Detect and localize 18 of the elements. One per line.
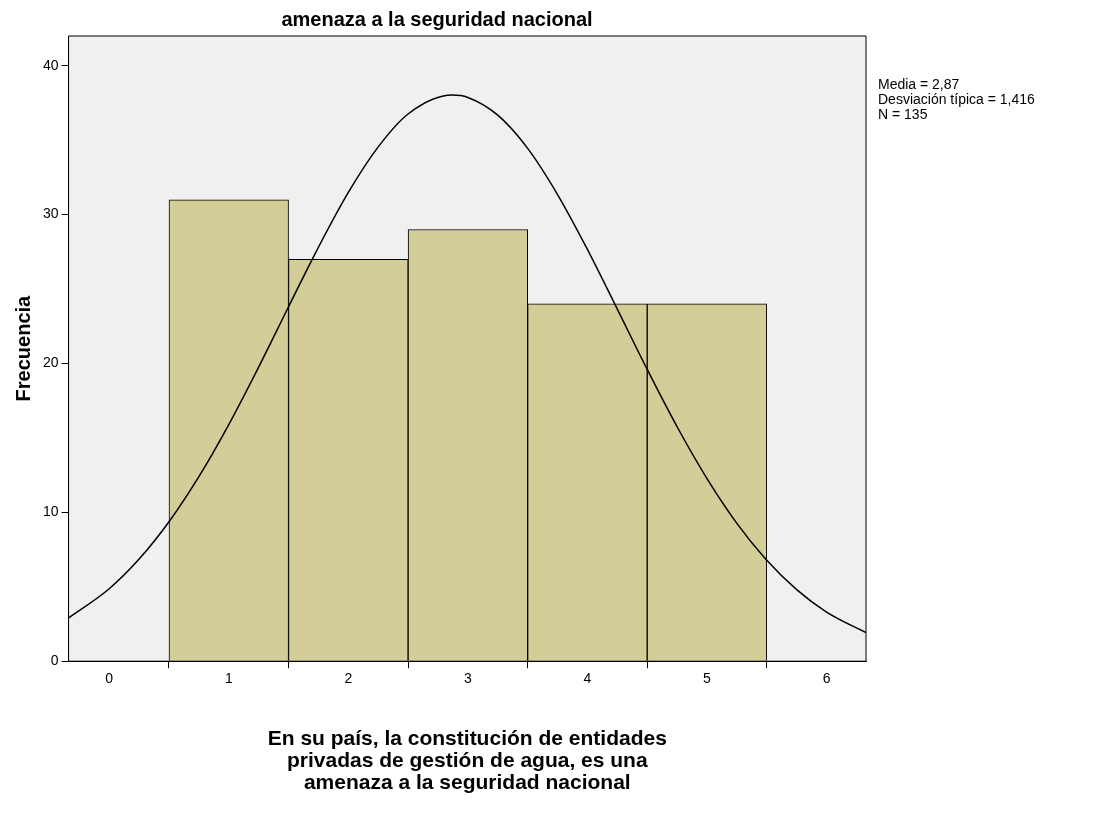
y-tick-label: 40 — [42, 56, 59, 73]
x-tick-label: 4 — [583, 670, 592, 687]
y-tick-label: 0 — [50, 652, 59, 669]
text: N = 135 — [878, 105, 928, 122]
y-tick-label: 30 — [42, 205, 59, 222]
x-tick-label: 2 — [344, 670, 353, 687]
x-tick-label: 5 — [703, 670, 712, 687]
text: Media = 2,87 — [878, 75, 960, 92]
y-tick-label: 10 — [42, 503, 59, 520]
chart-title: amenaza a la seguridad nacional — [281, 7, 593, 30]
y-tick-label: 20 — [42, 354, 59, 371]
y-axis-title: Frecuencia — [11, 294, 34, 402]
x-tick-label: 0 — [105, 670, 114, 687]
x-tick-label: 6 — [822, 670, 831, 687]
text: Desviación típica = 1,416 — [878, 90, 1036, 107]
x-axis-title: En su país, la constitución de entidades privadas de gestión de agua, es una amenaza a la seguridad nacional — [267, 726, 667, 794]
x-tick-label: 1 — [224, 670, 233, 687]
x-tick-label: 3 — [463, 670, 472, 687]
